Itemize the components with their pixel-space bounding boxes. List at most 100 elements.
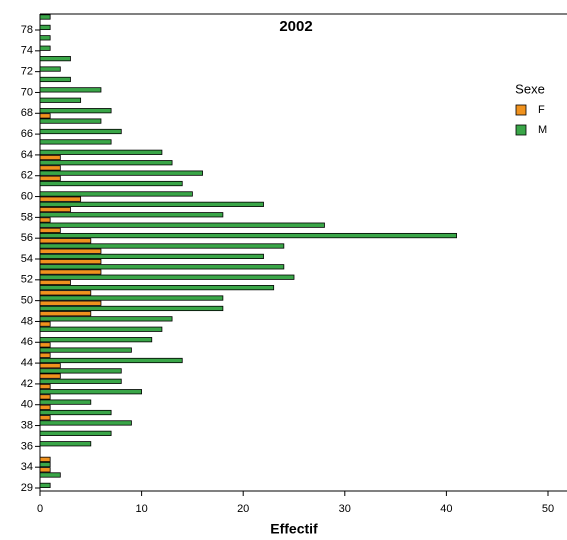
- bar: [39, 409, 112, 416]
- bar: [39, 467, 51, 473]
- y-tick-label: 29: [21, 482, 33, 494]
- bar: [39, 45, 51, 51]
- bar: [39, 290, 92, 296]
- bar: [39, 342, 51, 348]
- y-tick-label: 56: [21, 232, 33, 244]
- bar: [39, 87, 102, 93]
- bar: [39, 472, 61, 478]
- bar: [39, 305, 224, 312]
- bar: [39, 326, 163, 332]
- bar: [39, 139, 112, 145]
- bar: [39, 415, 51, 421]
- bar: [39, 368, 122, 374]
- y-tick-label: 62: [21, 170, 33, 182]
- bar: [39, 373, 61, 379]
- bar: [39, 128, 122, 135]
- bar: [39, 243, 285, 249]
- y-tick-label: 34: [21, 461, 33, 473]
- y-tick-label: 50: [21, 295, 33, 307]
- bar: [39, 394, 51, 400]
- bar: [39, 227, 61, 233]
- bar: [39, 337, 153, 343]
- bar: [39, 461, 51, 468]
- y-tick-label: 66: [21, 128, 33, 140]
- x-axis-title: Effectif: [270, 521, 318, 537]
- bar: [39, 165, 61, 171]
- legend-swatch: [515, 104, 527, 116]
- y-tick-label: 78: [21, 24, 33, 36]
- bar: [39, 108, 112, 114]
- bar: [39, 248, 102, 254]
- y-tick-label: 44: [21, 357, 33, 369]
- bar: [39, 482, 51, 488]
- y-tick-label: 60: [21, 190, 33, 202]
- bar: [39, 311, 92, 317]
- bar: [39, 300, 102, 306]
- legend-label: F: [538, 104, 545, 116]
- y-tick-label: 58: [21, 211, 33, 223]
- bar: [39, 170, 203, 176]
- y-tick-label: 52: [21, 274, 33, 286]
- y-tick-label: 42: [21, 378, 33, 390]
- y-tick-label: 40: [21, 399, 33, 411]
- legend-swatch: [515, 124, 527, 136]
- bar: [39, 118, 102, 124]
- x-tick-label: 40: [440, 503, 452, 515]
- y-tick-label: 36: [21, 440, 33, 452]
- bar: [39, 456, 51, 462]
- bar: [39, 149, 163, 155]
- y-tick-label: 68: [21, 107, 33, 119]
- y-tick-label: 38: [21, 419, 33, 431]
- bar: [39, 180, 183, 187]
- bar: [39, 212, 224, 218]
- bar: [39, 175, 61, 181]
- bar: [39, 399, 92, 405]
- bar: [39, 238, 92, 244]
- bar: [39, 222, 325, 228]
- x-tick-label: 50: [542, 503, 554, 515]
- bar: [39, 35, 51, 41]
- bar: [39, 154, 61, 161]
- bar: [39, 441, 92, 447]
- x-tick-label: 20: [237, 503, 249, 515]
- bar: [39, 274, 295, 280]
- bar: [39, 357, 183, 364]
- bar: [39, 430, 112, 436]
- y-tick-label: 74: [21, 45, 33, 57]
- bar: [39, 56, 71, 62]
- bar: [39, 295, 224, 301]
- bar: [39, 206, 71, 213]
- x-tick-label: 0: [37, 503, 43, 515]
- bar: [39, 378, 122, 384]
- bar: [39, 24, 51, 31]
- bar: [39, 264, 285, 270]
- bar: [39, 404, 51, 410]
- bar: [39, 217, 51, 223]
- chart-title: 2002: [279, 18, 312, 35]
- bar: [39, 201, 264, 207]
- bar: [39, 66, 61, 72]
- bar: [39, 97, 82, 103]
- x-tick-label: 10: [135, 503, 147, 515]
- bar: [39, 196, 82, 202]
- bar: [39, 352, 51, 358]
- x-tick-label: 30: [339, 503, 351, 515]
- y-tick-label: 46: [21, 336, 33, 348]
- y-tick-label: 64: [21, 149, 33, 161]
- bar: [39, 191, 193, 197]
- y-tick-label: 70: [21, 86, 33, 98]
- bar: [39, 321, 51, 327]
- bar: [39, 285, 275, 291]
- bar: [39, 253, 264, 260]
- y-tick-label: 72: [21, 66, 33, 78]
- bar: [39, 420, 132, 426]
- bar: [39, 383, 51, 390]
- bar: [39, 160, 173, 166]
- legend-label: M: [538, 124, 547, 136]
- legend-title: Sexe: [515, 81, 545, 96]
- bar: [39, 316, 173, 322]
- y-tick-label: 48: [21, 315, 33, 327]
- bar: [39, 76, 71, 83]
- bar: [39, 389, 142, 395]
